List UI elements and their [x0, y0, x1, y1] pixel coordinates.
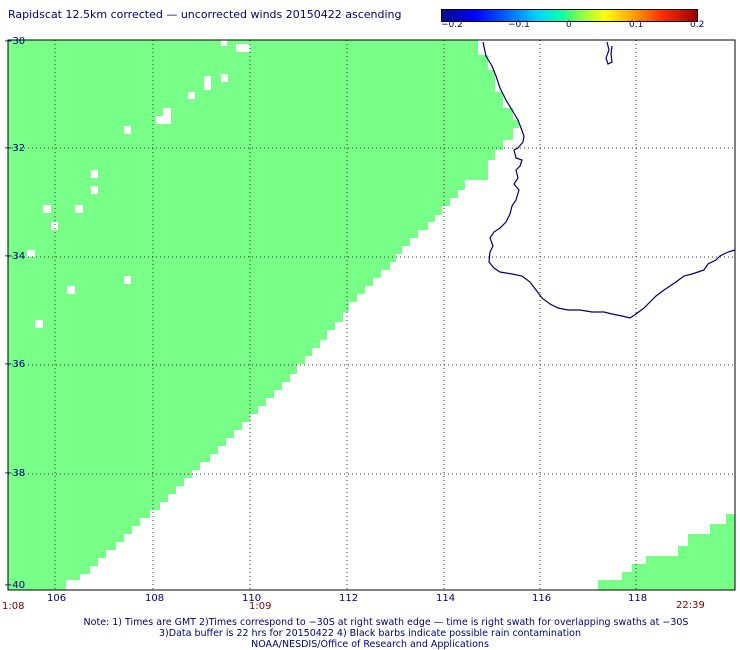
lon-label: 116: [532, 593, 552, 604]
lon-label: 118: [628, 593, 648, 604]
inland-water: [605, 41, 613, 65]
lat-label: −30: [4, 36, 26, 47]
colorbar-tick: 0.2: [690, 20, 705, 30]
lat-label: −34: [4, 251, 26, 262]
swath-time-left: 1:08: [2, 601, 25, 612]
coastline: [482, 41, 736, 319]
lon-label: 110: [242, 593, 262, 604]
lon-label: 114: [436, 593, 456, 604]
colorbar-tick: 0: [566, 20, 572, 30]
lon-label: 112: [339, 593, 359, 604]
lon-label: 108: [145, 593, 165, 604]
lat-label: −40: [4, 580, 26, 591]
missing-data-cells: [27, 40, 250, 328]
swath-region-right: [598, 514, 735, 590]
lat-label: −32: [4, 143, 26, 154]
swath-time-mid: 1:09: [249, 601, 272, 612]
footer-note-line1: Note: 1) Times are GMT 2)Times correspon…: [83, 617, 689, 628]
lat-label: −36: [4, 359, 26, 370]
colorbar-tick: −0.2: [441, 20, 463, 30]
plot-border: [7, 39, 736, 591]
lon-label: 106: [47, 593, 67, 604]
footer-credit: NOAA/NESDIS/Office of Research and Appli…: [251, 639, 489, 650]
swath-region-left: [8, 40, 519, 590]
colorbar-tick: 0.1: [629, 20, 644, 30]
footer-note-line2: 3)Data buffer is 22 hrs for 20150422 4) …: [159, 628, 581, 639]
colorbar: [441, 9, 698, 22]
map-title: Rapidscat 12.5km corrected — uncorrected…: [8, 8, 402, 21]
lat-label: −38: [4, 468, 26, 479]
swath-time-right: 22:39: [676, 600, 705, 611]
colorbar-tick: −0.1: [508, 20, 530, 30]
